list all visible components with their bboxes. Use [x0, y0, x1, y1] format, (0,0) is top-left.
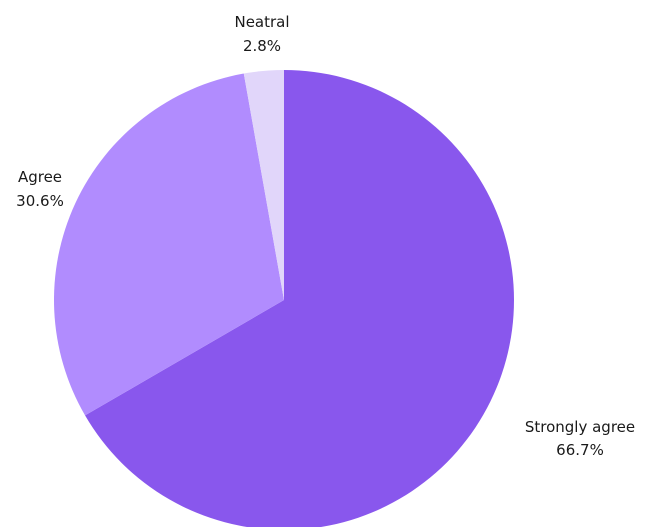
pie-slice-agree — [53, 73, 284, 416]
slice-label-agree: Agree — [18, 168, 62, 186]
pie-slices — [53, 70, 514, 527]
slice-label-strongly-agree: Strongly agree — [525, 418, 635, 436]
pie-slice-strongly-agree — [85, 70, 514, 527]
slice-value-strongly-agree: 66.7% — [556, 441, 604, 459]
pie-labels: Strongly agree 66.7% Agree 30.6% Neatral… — [16, 13, 635, 459]
slice-label-neatral: Neatral — [234, 13, 289, 31]
pie-slice-neatral — [243, 70, 284, 300]
slice-value-neatral: 2.8% — [243, 37, 281, 55]
slice-value-agree: 30.6% — [16, 192, 64, 210]
